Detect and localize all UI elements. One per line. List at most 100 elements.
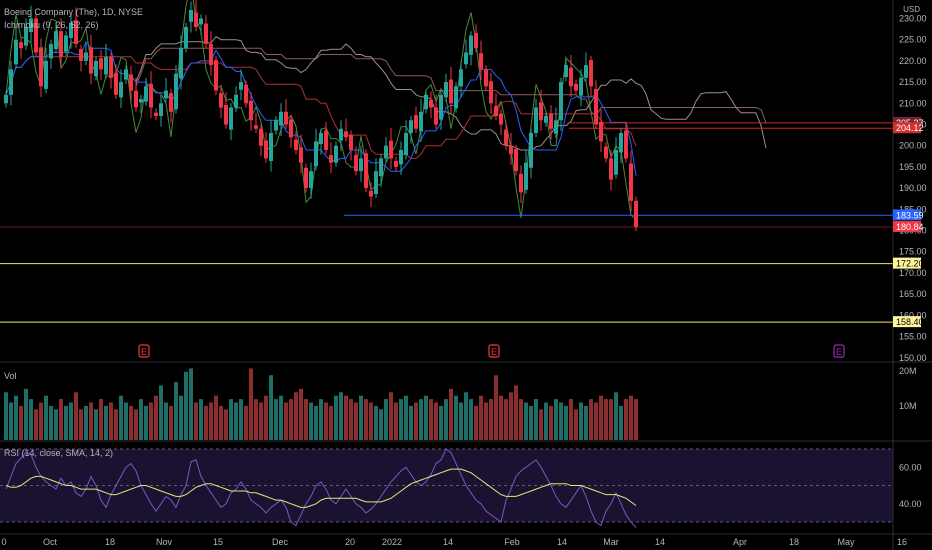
- candle: [84, 52, 88, 61]
- volume-bar: [394, 402, 398, 440]
- volume-bar: [579, 402, 583, 440]
- candle: [79, 49, 83, 61]
- candle: [499, 113, 503, 125]
- candle: [504, 129, 508, 146]
- volume-bar: [504, 399, 508, 440]
- price-axis-label-bg: [893, 122, 921, 134]
- volume-bar: [289, 399, 293, 440]
- symbol-legend[interactable]: Boeing Company (The), 1D, NYSE: [4, 7, 143, 17]
- volume-bar: [404, 395, 408, 440]
- volume-legend[interactable]: Vol: [4, 371, 17, 381]
- candle: [629, 163, 633, 201]
- volume-bar: [284, 402, 288, 440]
- price-axis-label: 172.20: [893, 257, 924, 269]
- volume-label: Vol: [4, 371, 17, 381]
- volume-bar: [474, 405, 478, 440]
- volume-bar: [554, 399, 558, 440]
- candle: [574, 83, 578, 91]
- volume-bar: [619, 405, 623, 440]
- volume-bar: [224, 409, 228, 440]
- volume-bar: [244, 405, 248, 440]
- candle: [294, 139, 298, 150]
- candle: [314, 141, 318, 167]
- volume-bar: [209, 402, 213, 440]
- candle: [624, 130, 628, 159]
- time-tick-label: Oct: [43, 537, 58, 547]
- volume-bar: [464, 392, 468, 440]
- candle: [154, 112, 158, 117]
- symbol-title: Boeing Company (The), 1D, NYSE: [4, 7, 144, 17]
- candle: [614, 149, 618, 175]
- candle: [129, 74, 133, 91]
- time-tick-label: 18: [789, 537, 799, 547]
- candle: [564, 65, 568, 78]
- price-tick-label: 160.00: [899, 310, 927, 320]
- volume-bar: [194, 402, 198, 440]
- candle: [354, 155, 358, 172]
- volume-bar: [104, 405, 108, 440]
- price-axis-label-bg: [893, 257, 921, 269]
- rsi-legend[interactable]: RSI (14, close, SMA, 14, 2): [4, 448, 113, 458]
- volume-bar: [69, 402, 73, 440]
- candle: [99, 58, 103, 70]
- volume-bar: [94, 409, 98, 440]
- candle: [239, 82, 243, 90]
- volume-bar: [229, 399, 233, 440]
- volume-bar: [384, 399, 388, 440]
- time-tick-label: 0: [1, 537, 6, 547]
- candle: [39, 47, 43, 87]
- candle: [559, 82, 563, 121]
- candle: [199, 18, 203, 25]
- indicator-legend[interactable]: Ichimoku (9, 26, 52, 26): [4, 20, 99, 30]
- candle: [69, 22, 73, 38]
- time-tick-label: 14: [655, 537, 665, 547]
- candle: [494, 105, 498, 117]
- candle: [9, 69, 13, 95]
- time-tick-label: Mar: [603, 537, 619, 547]
- volume-tick-label: 10M: [899, 401, 917, 411]
- volume-bar: [304, 399, 308, 440]
- candle: [374, 171, 378, 195]
- volume-bar: [539, 409, 543, 440]
- volume-bar: [604, 399, 608, 440]
- candle: [464, 52, 468, 65]
- candle: [29, 18, 33, 33]
- volume-bar: [164, 402, 168, 440]
- volume-bar: [569, 399, 573, 440]
- volume-bar: [129, 405, 133, 440]
- candle: [454, 86, 458, 109]
- volume-bar: [529, 405, 533, 440]
- volume-bar: [49, 405, 53, 440]
- ichimoku-label: Ichimoku (9, 26, 52, 26): [4, 20, 99, 30]
- candle: [64, 35, 68, 52]
- earnings-marker: E: [833, 344, 845, 358]
- volume-bar: [614, 392, 618, 440]
- candle: [279, 111, 283, 126]
- candle: [634, 200, 638, 227]
- time-tick-label: Apr: [733, 537, 747, 547]
- volume-bar: [479, 395, 483, 440]
- candle: [284, 111, 288, 125]
- volume-bar: [139, 399, 143, 440]
- candle: [189, 10, 193, 22]
- candle: [249, 100, 253, 121]
- volume-bar: [234, 402, 238, 440]
- volume-bar: [499, 395, 503, 440]
- candle: [474, 32, 478, 49]
- volume-bar: [9, 402, 13, 440]
- price-axis-label-bg: [893, 209, 921, 221]
- volume-bar: [19, 405, 23, 440]
- candle: [144, 86, 148, 102]
- candle: [244, 84, 248, 104]
- candle: [609, 158, 613, 180]
- candle: [509, 145, 513, 155]
- volume-bar: [634, 399, 638, 440]
- earnings-marker-label: E: [836, 347, 842, 357]
- volume-bar: [589, 399, 593, 440]
- volume-bar: [124, 402, 128, 440]
- price-axis-label-text: 204.12: [896, 123, 924, 133]
- volume-bar: [149, 402, 153, 440]
- candle: [209, 43, 213, 66]
